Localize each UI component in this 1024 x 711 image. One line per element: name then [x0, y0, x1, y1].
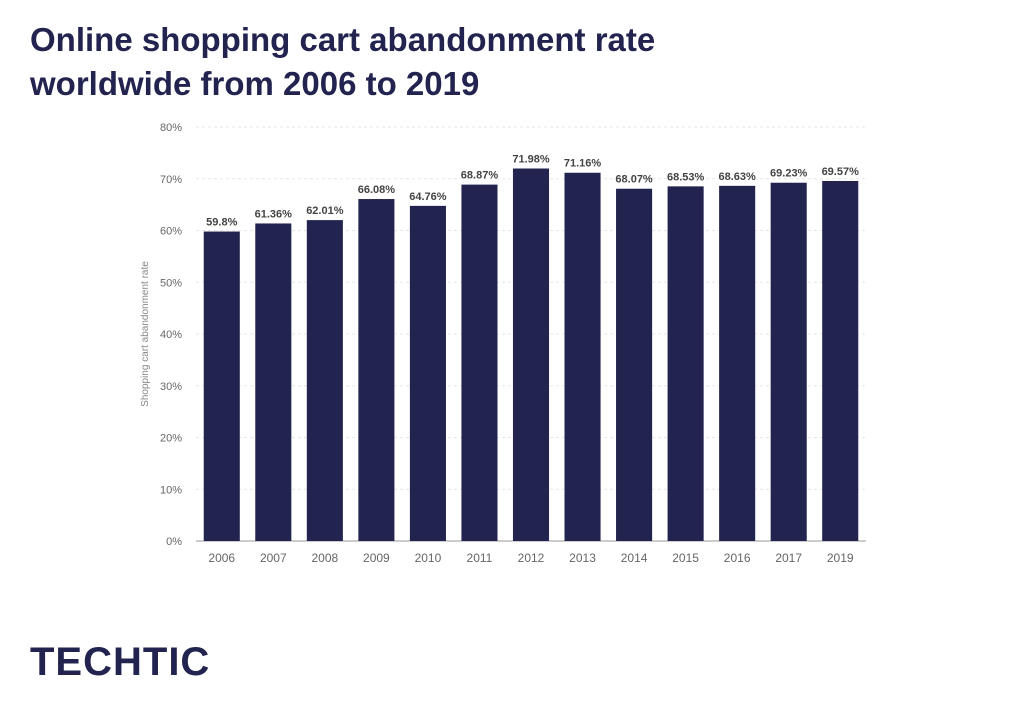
- x-tick-label: 2013: [569, 551, 596, 565]
- bar-2011: [461, 184, 498, 541]
- bar-2006: [203, 231, 240, 541]
- data-label: 68.07%: [615, 174, 653, 186]
- bar-2019: [822, 180, 859, 541]
- data-label: 71.98%: [512, 154, 550, 166]
- x-tick-label: 2019: [827, 551, 854, 565]
- y-tick-label: 80%: [160, 122, 182, 134]
- data-label: 64.76%: [409, 191, 447, 203]
- y-axis-title: Shopping cart abandonment rate: [140, 261, 151, 407]
- x-tick-label: 2007: [260, 551, 287, 565]
- data-label: 69.57%: [822, 166, 860, 178]
- x-tick-label: 2009: [363, 551, 390, 565]
- x-tick-label: 2017: [775, 551, 802, 565]
- x-tick-label: 2006: [208, 551, 235, 565]
- data-label: 71.16%: [564, 158, 602, 170]
- x-tick-label: 2012: [518, 551, 545, 565]
- chart-title-line-1: Online shopping cart abandonment rate: [30, 21, 656, 58]
- y-tick-label: 60%: [160, 226, 182, 238]
- data-label: 68.53%: [667, 171, 705, 183]
- bar-2008: [306, 220, 343, 541]
- x-tick-label: 2015: [672, 551, 699, 565]
- data-label: 68.63%: [718, 171, 756, 183]
- x-tick-label: 2014: [621, 551, 648, 565]
- y-tick-label: 70%: [160, 174, 182, 186]
- techtic-logo: TECHTIC: [30, 640, 211, 684]
- y-tick-label: 0%: [166, 536, 182, 548]
- data-label: 68.87%: [461, 170, 499, 182]
- data-label: 66.08%: [358, 184, 396, 196]
- chart-title-line-2: worldwide from 2006 to 2019: [30, 65, 480, 102]
- bar-2013: [564, 172, 601, 541]
- bar-2017: [770, 182, 807, 542]
- data-label: 69.23%: [770, 168, 808, 180]
- y-tick-label: 30%: [160, 381, 182, 393]
- bar-2009: [358, 199, 395, 541]
- data-label: 61.36%: [255, 208, 293, 220]
- data-label: 59.8%: [206, 217, 237, 229]
- x-tick-label: 2011: [467, 551, 493, 565]
- y-tick-label: 20%: [160, 433, 182, 445]
- bar-2010: [409, 205, 446, 541]
- x-tick-label: 2010: [415, 551, 442, 565]
- data-label: 62.01%: [306, 205, 344, 217]
- bar-2015: [667, 186, 704, 542]
- chart-title: Online shopping cart abandonment rate wo…: [30, 18, 930, 106]
- bar-2016: [719, 185, 756, 541]
- x-tick-label: 2008: [311, 551, 338, 565]
- bar-2012: [512, 168, 550, 542]
- bar-2007: [255, 223, 292, 541]
- x-tick-label: 2016: [724, 551, 751, 565]
- y-tick-label: 40%: [160, 329, 182, 341]
- y-tick-label: 10%: [160, 484, 182, 496]
- bar-2014: [616, 188, 653, 542]
- y-tick-label: 50%: [160, 277, 182, 289]
